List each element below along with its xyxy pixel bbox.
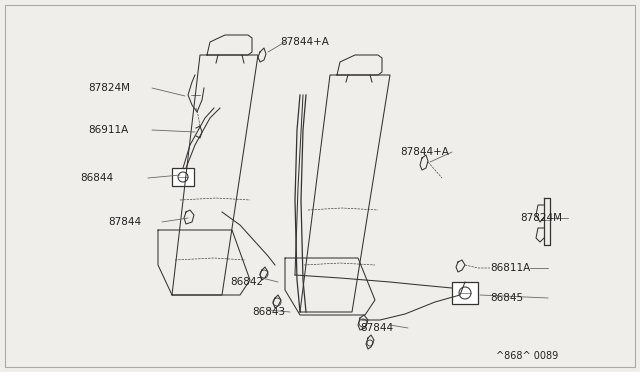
FancyBboxPatch shape bbox=[452, 282, 478, 304]
Text: 87844+A: 87844+A bbox=[280, 37, 329, 47]
Text: 86911A: 86911A bbox=[88, 125, 128, 135]
Text: 86845: 86845 bbox=[490, 293, 523, 303]
Text: 86811A: 86811A bbox=[490, 263, 531, 273]
Text: ^868^ 0089: ^868^ 0089 bbox=[496, 351, 558, 361]
Text: 87824M: 87824M bbox=[88, 83, 130, 93]
Text: 87844: 87844 bbox=[108, 217, 141, 227]
Text: 87844: 87844 bbox=[360, 323, 393, 333]
FancyBboxPatch shape bbox=[172, 168, 194, 186]
Text: 86843: 86843 bbox=[252, 307, 285, 317]
Text: 87824M: 87824M bbox=[520, 213, 562, 223]
Text: 86842: 86842 bbox=[230, 277, 263, 287]
Text: 87844+A: 87844+A bbox=[400, 147, 449, 157]
Text: 86844: 86844 bbox=[80, 173, 113, 183]
